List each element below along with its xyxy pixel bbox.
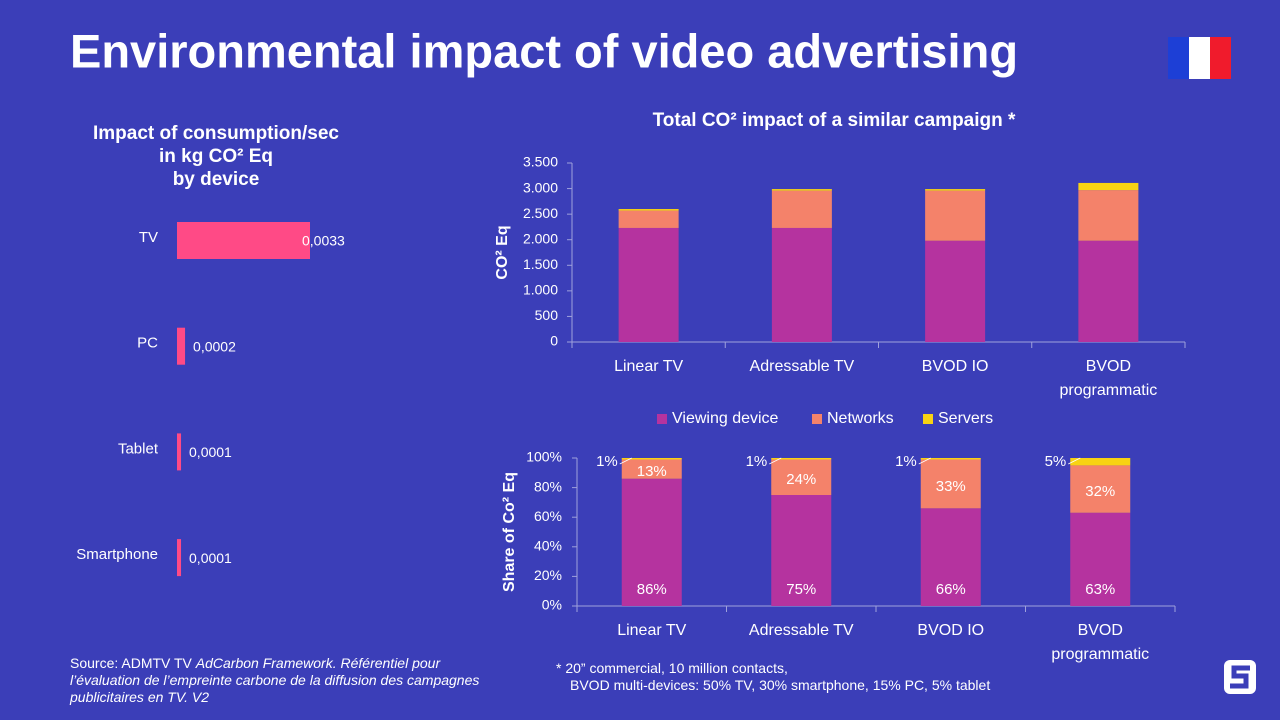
leader-line: [918, 457, 931, 465]
value-label: 0,0002: [193, 338, 236, 354]
y-axis-label: Share of Co² Eq: [501, 472, 518, 592]
value-label: 33%: [936, 478, 966, 495]
y-axis-label: CO² Eq: [494, 225, 511, 279]
footnote: * 20” commercial, 10 million contacts, B…: [556, 660, 990, 694]
value-label: 32%: [1085, 483, 1115, 500]
bar: [177, 433, 182, 471]
chart-title: Impact of consumption/sec: [93, 123, 339, 144]
source-text: Source: ADMTV TV: [70, 655, 196, 671]
bar-segment: [771, 459, 832, 495]
source-ref: AdCarbon Framework. Référentiel pour l’é…: [70, 655, 480, 705]
bar-segment: [771, 227, 832, 342]
bar-segment: [621, 458, 682, 460]
bar-segment: [1070, 512, 1131, 606]
value-label: 24%: [786, 471, 816, 488]
legend-label: Servers: [938, 410, 993, 427]
footnote-line: * 20” commercial, 10 million contacts,: [556, 660, 788, 676]
value-label: 13%: [637, 463, 667, 480]
category-label: TV: [139, 229, 158, 246]
bar-segment: [618, 209, 679, 211]
y-tick-label: 500: [535, 307, 559, 323]
bar-segment: [920, 458, 981, 460]
x-tick-label: BVOD IO: [921, 358, 989, 375]
bar: [177, 327, 186, 365]
value-label: 1%: [596, 453, 618, 470]
y-tick-label: 40%: [534, 538, 562, 554]
y-tick-label: 20%: [534, 567, 562, 583]
footnote-line: BVOD multi-devices: 50% TV, 30% smartpho…: [570, 677, 991, 693]
leader-line: [1068, 457, 1081, 465]
y-tick-label: 100%: [526, 449, 562, 465]
bar-segment: [618, 210, 679, 228]
bar-segment: [925, 240, 986, 342]
slide-title: Environmental impact of video advertisin…: [70, 24, 1018, 77]
y-tick-label: 0%: [542, 597, 562, 613]
value-label: 1%: [895, 453, 917, 470]
category-label: PC: [137, 335, 158, 352]
bar-segment: [621, 459, 682, 479]
bar-segment: [771, 189, 832, 191]
leader-line: [619, 457, 632, 465]
bar-segment: [925, 189, 986, 191]
y-tick-label: 60%: [534, 508, 562, 524]
bar: [177, 222, 310, 259]
bar-segment: [920, 508, 981, 606]
bar-segment: [771, 190, 832, 228]
x-tick-label: Adressable TV: [748, 622, 854, 639]
value-label: 1%: [746, 453, 768, 470]
leader-line: [769, 457, 782, 465]
value-label: 0,0001: [189, 444, 232, 460]
chart-title: Total CO² impact of a similar campaign *: [653, 110, 1016, 131]
value-label: 86%: [637, 581, 667, 598]
legend-swatch: [923, 414, 933, 424]
bar-segment: [1070, 465, 1131, 513]
bar-segment: [1078, 240, 1139, 342]
bar-segment: [920, 459, 981, 509]
x-tick-label: Linear TV: [617, 622, 687, 639]
legend-label: Networks: [827, 410, 894, 427]
legend-swatch: [657, 414, 667, 424]
y-tick-label: 1.000: [523, 282, 558, 298]
bar-segment: [621, 478, 682, 606]
category-label: Smartphone: [76, 546, 158, 563]
bar-segment: [1078, 190, 1139, 241]
y-tick-label: 80%: [534, 478, 562, 494]
x-tick-label: Adressable TV: [749, 358, 855, 375]
source: Source: ADMTV TV AdCarbon Framework. Réf…: [70, 655, 490, 706]
bar-segment: [771, 458, 832, 460]
flag: [1168, 37, 1231, 79]
bar: [177, 539, 182, 577]
bar-segment: [618, 227, 679, 342]
legend-label: Viewing device: [672, 410, 779, 427]
x-tick-label: BVOD IO: [917, 622, 985, 639]
value-label: 0,0033: [302, 233, 345, 249]
bar-segment: [1078, 182, 1139, 191]
x-tick-label: BVOD programmatic: [1059, 358, 1158, 399]
y-tick-label: 2.000: [523, 230, 558, 246]
chart-title: by device: [173, 169, 260, 190]
y-tick-label: 1.500: [523, 256, 558, 272]
x-tick-label: BVOD programmatic: [1051, 622, 1150, 663]
bar-segment: [771, 495, 832, 606]
value-label: 66%: [936, 581, 966, 598]
legend-swatch: [812, 414, 822, 424]
bar-segment: [925, 190, 986, 241]
logo: [1224, 660, 1256, 694]
value-label: 5%: [1045, 453, 1067, 470]
value-label: 63%: [1085, 581, 1115, 598]
category-label: Tablet: [118, 440, 159, 457]
x-tick-label: Linear TV: [614, 358, 684, 375]
value-label: 0,0001: [189, 550, 232, 566]
chart-title: in kg CO² Eq: [159, 146, 273, 167]
y-tick-label: 3.000: [523, 179, 558, 195]
y-tick-label: 3.500: [523, 154, 558, 170]
y-tick-label: 0: [550, 333, 558, 349]
bar-segment: [1070, 458, 1131, 466]
value-label: 75%: [786, 581, 816, 598]
y-tick-label: 2.500: [523, 205, 558, 221]
